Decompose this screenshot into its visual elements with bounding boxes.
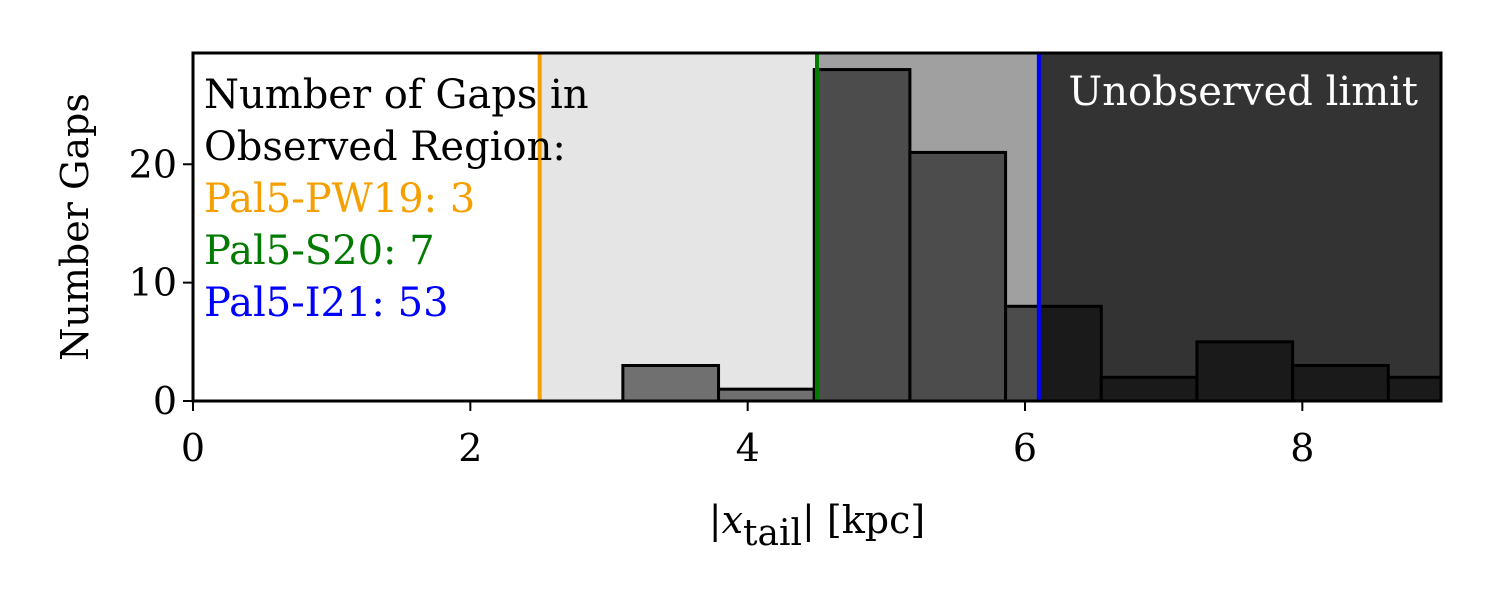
x-label-subscript: tail [743, 513, 802, 554]
x-label-open: | [709, 498, 722, 542]
x-axis-label: |xtail| [kpc] [709, 498, 925, 554]
histogram-bar [1386, 375, 1443, 403]
x-tick-label: 2 [458, 426, 482, 470]
y-axis-ticks-group: 0 10 20 [129, 142, 193, 423]
histogram-bar [1004, 304, 1041, 403]
histogram-bar [1099, 375, 1199, 403]
annotation-line: Number of Gaps in [204, 72, 589, 118]
histogram-bar [1037, 304, 1103, 403]
histogram-bar [812, 68, 912, 403]
x-axis-ticks-group: 0 2 4 6 8 [181, 401, 1314, 470]
region-shade-0 [539, 53, 817, 401]
histogram-bar [908, 150, 1008, 403]
annotation-line: Pal5-I21: 53 [204, 280, 449, 326]
histogram-bar [621, 363, 721, 403]
y-axis-label: Number Gaps [53, 93, 97, 361]
annotation-line: Pal5-PW19: 3 [204, 176, 475, 222]
region-boundary-lines-group [537, 53, 1041, 401]
x-tick-label: 0 [181, 426, 205, 470]
y-tick-label: 10 [129, 261, 177, 305]
x-tick-label: 6 [1013, 426, 1037, 470]
x-tick-label: 8 [1290, 426, 1314, 470]
plot-frame [191, 51, 1443, 403]
histogram-bar [1195, 340, 1295, 403]
histogram-bar [1291, 363, 1390, 403]
x-tick-label: 4 [736, 426, 760, 470]
histogram-bars-group [621, 68, 1443, 403]
annotation-line: Observed Region: [204, 124, 566, 170]
x-label-variable: x [722, 498, 743, 542]
unobserved-limit-label: Unobserved limit [1069, 69, 1418, 115]
histogram-bar [717, 387, 816, 403]
region-label-group: Unobserved limit [1069, 69, 1418, 115]
annotation-line: Pal5-S20: 7 [204, 228, 435, 274]
y-tick-label: 0 [153, 379, 177, 423]
x-label-unit: | [kpc] [802, 498, 925, 542]
annotation-group: Number of Gaps in Observed Region: Pal5-PW… [204, 72, 589, 326]
y-tick-label: 20 [129, 142, 177, 186]
